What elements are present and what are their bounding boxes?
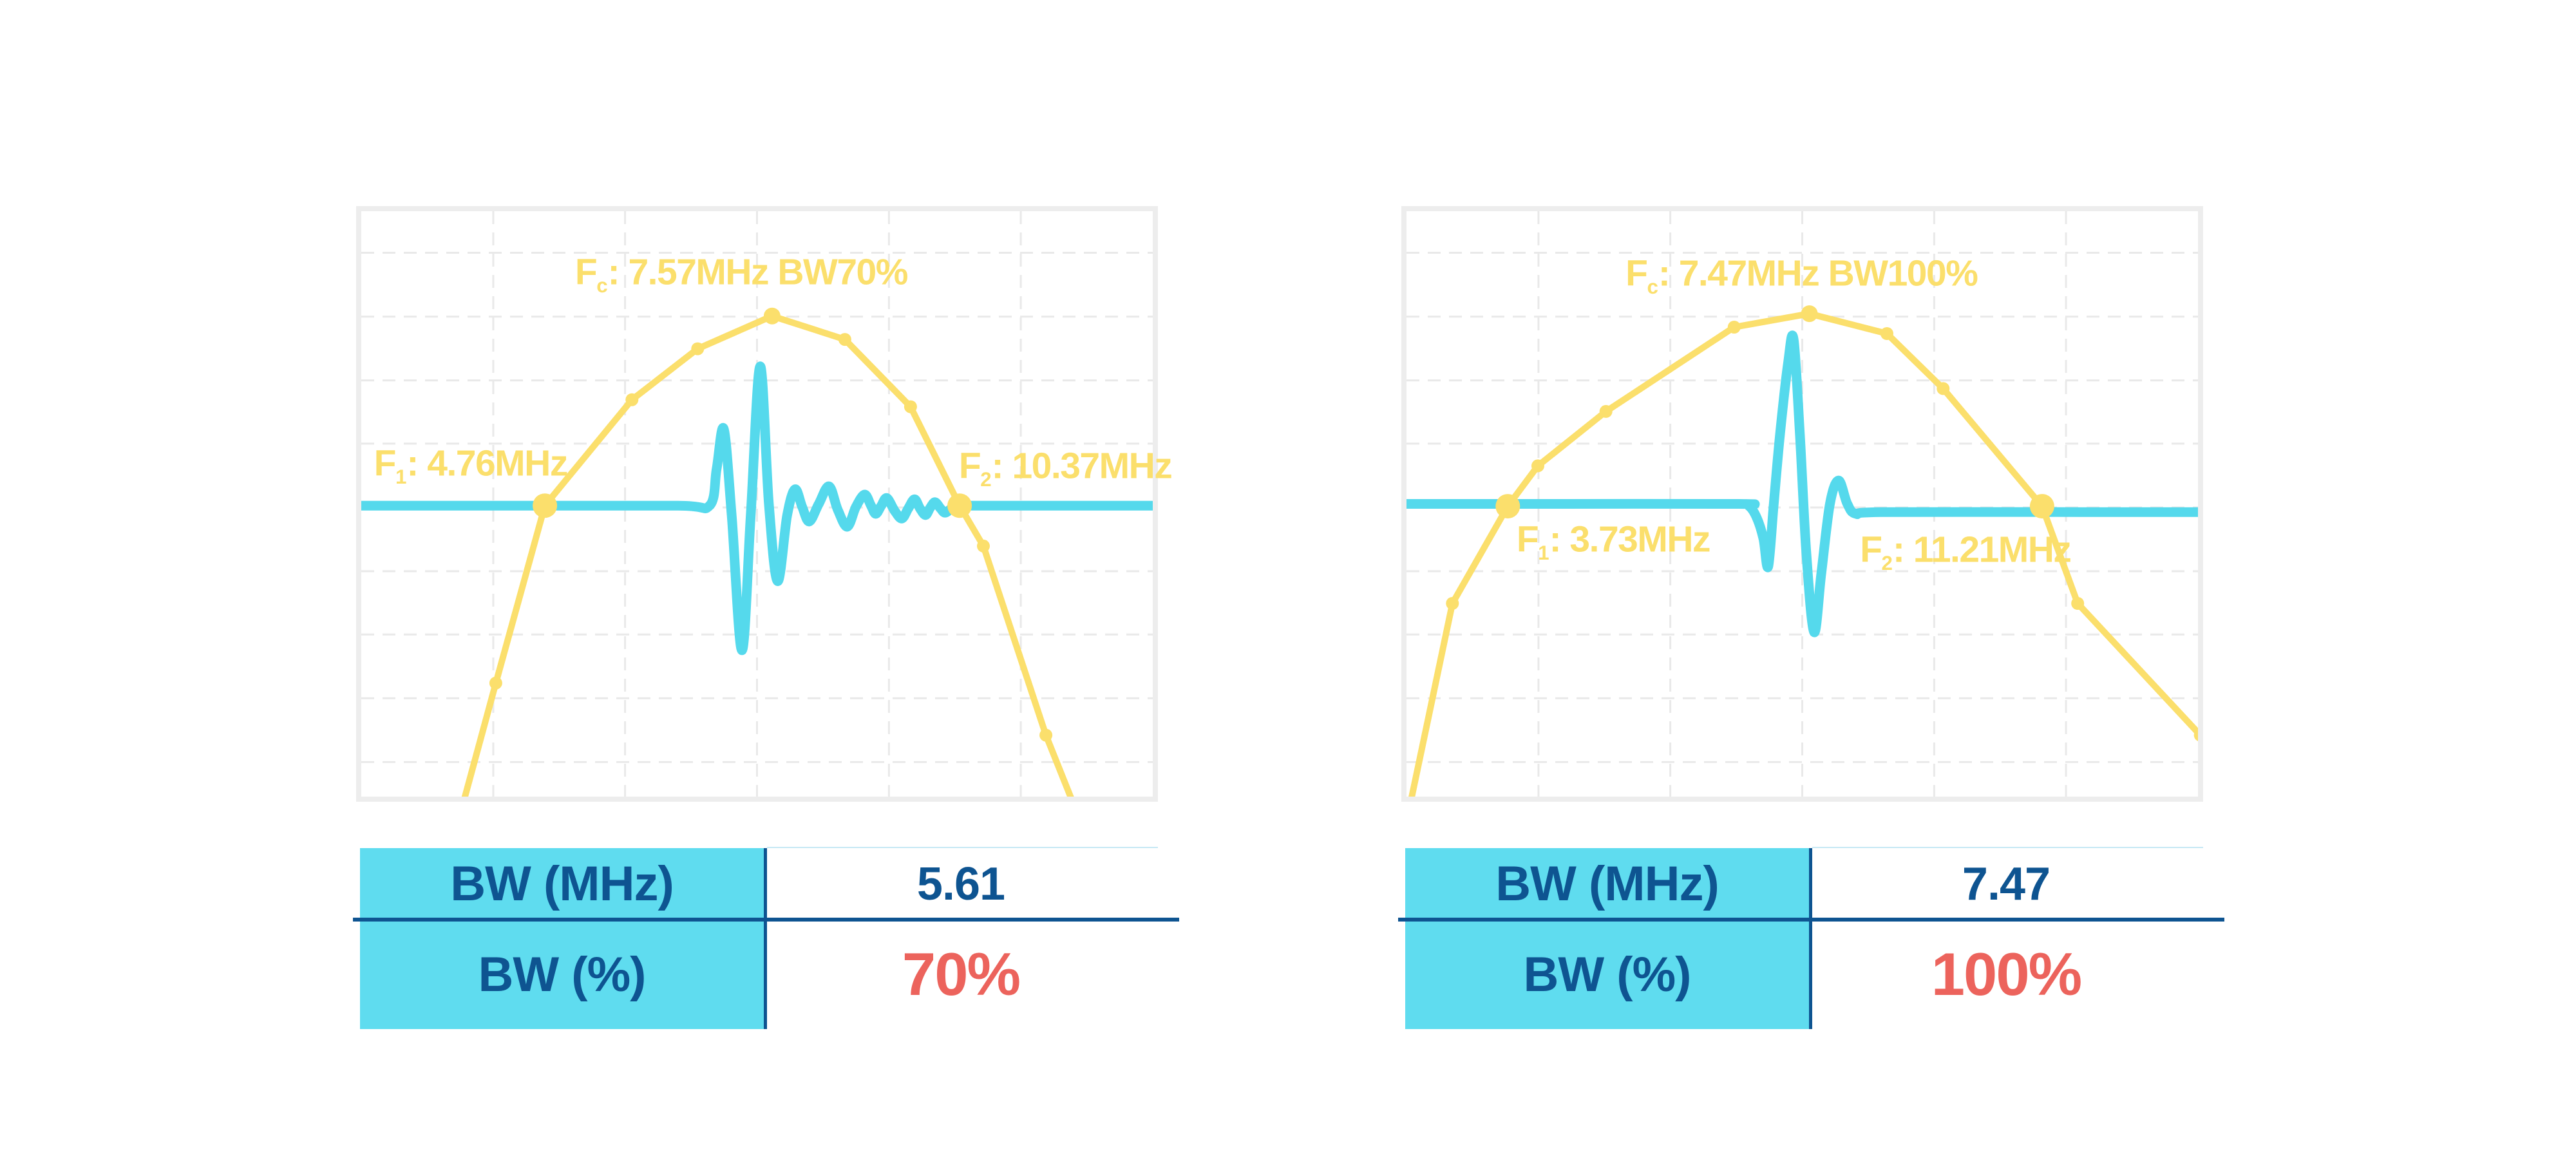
table-row-bw-mhz: BW (MHz) 7.47 xyxy=(1405,848,2203,920)
spectrum-marker-fc xyxy=(763,307,781,325)
annotation-f1-label: F1: 3.73MHz xyxy=(1516,518,1711,564)
bw-pct-label: BW (%) xyxy=(478,947,647,1002)
spectrum-marker-f1 xyxy=(1495,494,1520,519)
table-row-bw-mhz: BW (MHz) 5.61 xyxy=(360,848,1158,920)
spectrum-marker xyxy=(838,333,851,346)
chart-canvas-bw70 xyxy=(361,211,1153,797)
echo-waveform-curve xyxy=(1406,330,2198,638)
spectrum-marker xyxy=(1937,382,1950,395)
table-divider-vertical xyxy=(1809,848,1812,1029)
bw-table-bw100: BW (MHz) 7.47 BW (%) 100% xyxy=(1398,847,2224,1029)
bw-mhz-value: 7.47 xyxy=(1962,858,2050,910)
spectrum-marker xyxy=(1599,404,1613,418)
spectrum-curve xyxy=(461,312,1074,797)
bw-pct-value-cell: 70% xyxy=(764,920,1158,1029)
spectrum-curve xyxy=(1408,310,2198,797)
spectrum-marker xyxy=(1727,321,1741,334)
spectrum-marker xyxy=(1039,728,1053,742)
spectrum-marker xyxy=(625,393,639,406)
spectrum-marker xyxy=(904,400,917,413)
bw-pct-label-cell: BW (%) xyxy=(360,920,764,1029)
chart-frame-bw100: Fc: 7.47MHz BW100% F1: 3.73MHz F2: 11.21MH… xyxy=(1401,206,2203,802)
table-top-accent-line xyxy=(767,847,1158,849)
annotation-fc-label: Fc: 7.57MHz BW70% xyxy=(574,251,909,298)
spectrum-marker xyxy=(489,676,502,690)
spectrum-marker-f1 xyxy=(533,493,558,518)
chart-frame-bw70: Fc: 7.57MHz BW70% F1: 4.76MHz F2: 10.37MHz xyxy=(356,206,1173,802)
bw-pct-value: 100% xyxy=(1931,940,2082,1008)
table-row-bw-pct: BW (%) 70% xyxy=(360,920,1158,1029)
table-divider-vertical xyxy=(764,848,767,1029)
spectrum-marker-fc xyxy=(1801,305,1818,323)
table-top-accent-line xyxy=(1812,847,2203,849)
spectrum-marker xyxy=(1446,597,1459,610)
spectrum-marker-f2 xyxy=(947,493,972,518)
annotation-f2-label: F2: 10.37MHz xyxy=(958,445,1173,491)
bw-pct-value-cell: 100% xyxy=(1809,920,2203,1029)
spectrum-marker xyxy=(977,539,990,553)
spectrum-marker-f2 xyxy=(2029,494,2054,519)
annotation-f2-label: F2: 11.21MHz xyxy=(1860,529,2072,574)
chart-canvas-bw100 xyxy=(1406,211,2198,797)
spectrum-marker xyxy=(1531,459,1544,473)
bw-mhz-label-cell: BW (MHz) xyxy=(1405,848,1809,920)
bw-mhz-label: BW (MHz) xyxy=(1495,856,1719,911)
bw-mhz-value-cell: 5.61 xyxy=(764,848,1158,920)
bw-mhz-value-cell: 7.47 xyxy=(1809,848,2203,920)
table-row-bw-pct: BW (%) 100% xyxy=(1405,920,2203,1029)
spectrum-marker xyxy=(1880,327,1893,340)
bw-pct-label: BW (%) xyxy=(1523,947,1692,1002)
annotation-f1-label: F1: 4.76MHz xyxy=(374,442,569,489)
bw-pct-value: 70% xyxy=(902,940,1021,1008)
spectrum-marker xyxy=(691,342,705,355)
panel-bw70: Fc: 7.57MHz BW70% F1: 4.76MHz F2: 10.37MHz… xyxy=(353,0,1187,1154)
spectrum-marker xyxy=(2071,597,2085,610)
bw-table-bw70: BW (MHz) 5.61 BW (%) 70% xyxy=(353,847,1179,1029)
bw-mhz-label-cell: BW (MHz) xyxy=(360,848,764,920)
bw-pct-label-cell: BW (%) xyxy=(1405,920,1809,1029)
echo-waveform-curve xyxy=(361,361,1153,656)
annotation-fc-label: Fc: 7.47MHz BW100% xyxy=(1625,252,1978,298)
panel-bw100: Fc: 7.47MHz BW100% F1: 3.73MHz F2: 11.21MH… xyxy=(1398,0,2232,1154)
bw-mhz-label: BW (MHz) xyxy=(450,856,674,911)
bw-mhz-value: 5.61 xyxy=(916,858,1005,910)
spectrum-marker xyxy=(2193,729,2198,741)
